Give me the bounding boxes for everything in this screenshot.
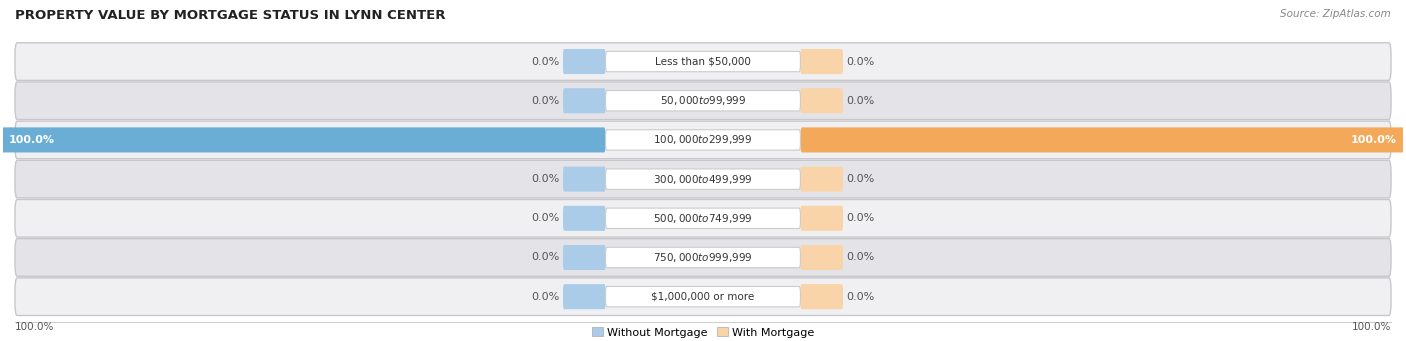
FancyBboxPatch shape xyxy=(800,245,844,270)
FancyBboxPatch shape xyxy=(800,88,844,113)
FancyBboxPatch shape xyxy=(606,247,800,268)
Text: 0.0%: 0.0% xyxy=(531,213,560,223)
FancyBboxPatch shape xyxy=(800,128,1406,152)
Text: 0.0%: 0.0% xyxy=(531,292,560,302)
Text: 100.0%: 100.0% xyxy=(15,322,55,332)
FancyBboxPatch shape xyxy=(15,43,1391,80)
FancyBboxPatch shape xyxy=(562,49,606,74)
FancyBboxPatch shape xyxy=(562,245,606,270)
Legend: Without Mortgage, With Mortgage: Without Mortgage, With Mortgage xyxy=(588,323,818,341)
Text: $500,000 to $749,999: $500,000 to $749,999 xyxy=(654,212,752,225)
FancyBboxPatch shape xyxy=(562,166,606,192)
FancyBboxPatch shape xyxy=(606,208,800,228)
Text: 0.0%: 0.0% xyxy=(846,292,875,302)
Text: 0.0%: 0.0% xyxy=(846,57,875,66)
FancyBboxPatch shape xyxy=(15,278,1391,315)
FancyBboxPatch shape xyxy=(606,169,800,189)
Text: 0.0%: 0.0% xyxy=(846,213,875,223)
Text: 0.0%: 0.0% xyxy=(531,96,560,106)
Text: 100.0%: 100.0% xyxy=(1351,135,1398,145)
Text: 100.0%: 100.0% xyxy=(8,135,55,145)
Text: 0.0%: 0.0% xyxy=(531,174,560,184)
FancyBboxPatch shape xyxy=(800,49,844,74)
Text: 0.0%: 0.0% xyxy=(531,57,560,66)
FancyBboxPatch shape xyxy=(800,166,844,192)
FancyBboxPatch shape xyxy=(15,239,1391,276)
Text: 0.0%: 0.0% xyxy=(846,174,875,184)
FancyBboxPatch shape xyxy=(606,130,800,150)
Text: $1,000,000 or more: $1,000,000 or more xyxy=(651,292,755,302)
FancyBboxPatch shape xyxy=(562,284,606,309)
FancyBboxPatch shape xyxy=(800,206,844,231)
Text: 0.0%: 0.0% xyxy=(846,96,875,106)
FancyBboxPatch shape xyxy=(15,121,1391,159)
FancyBboxPatch shape xyxy=(15,160,1391,198)
Text: 0.0%: 0.0% xyxy=(531,252,560,263)
FancyBboxPatch shape xyxy=(606,51,800,72)
Text: Source: ZipAtlas.com: Source: ZipAtlas.com xyxy=(1281,9,1391,19)
FancyBboxPatch shape xyxy=(606,91,800,111)
Text: $50,000 to $99,999: $50,000 to $99,999 xyxy=(659,94,747,107)
Text: PROPERTY VALUE BY MORTGAGE STATUS IN LYNN CENTER: PROPERTY VALUE BY MORTGAGE STATUS IN LYN… xyxy=(15,9,446,22)
Text: 100.0%: 100.0% xyxy=(1351,322,1391,332)
FancyBboxPatch shape xyxy=(562,206,606,231)
FancyBboxPatch shape xyxy=(15,199,1391,237)
Text: Less than $50,000: Less than $50,000 xyxy=(655,57,751,66)
FancyBboxPatch shape xyxy=(562,88,606,113)
FancyBboxPatch shape xyxy=(15,82,1391,120)
Text: 0.0%: 0.0% xyxy=(846,252,875,263)
FancyBboxPatch shape xyxy=(0,128,606,152)
Text: $300,000 to $499,999: $300,000 to $499,999 xyxy=(654,173,752,186)
Text: $750,000 to $999,999: $750,000 to $999,999 xyxy=(654,251,752,264)
Text: $100,000 to $299,999: $100,000 to $299,999 xyxy=(654,133,752,146)
FancyBboxPatch shape xyxy=(800,284,844,309)
FancyBboxPatch shape xyxy=(606,286,800,307)
